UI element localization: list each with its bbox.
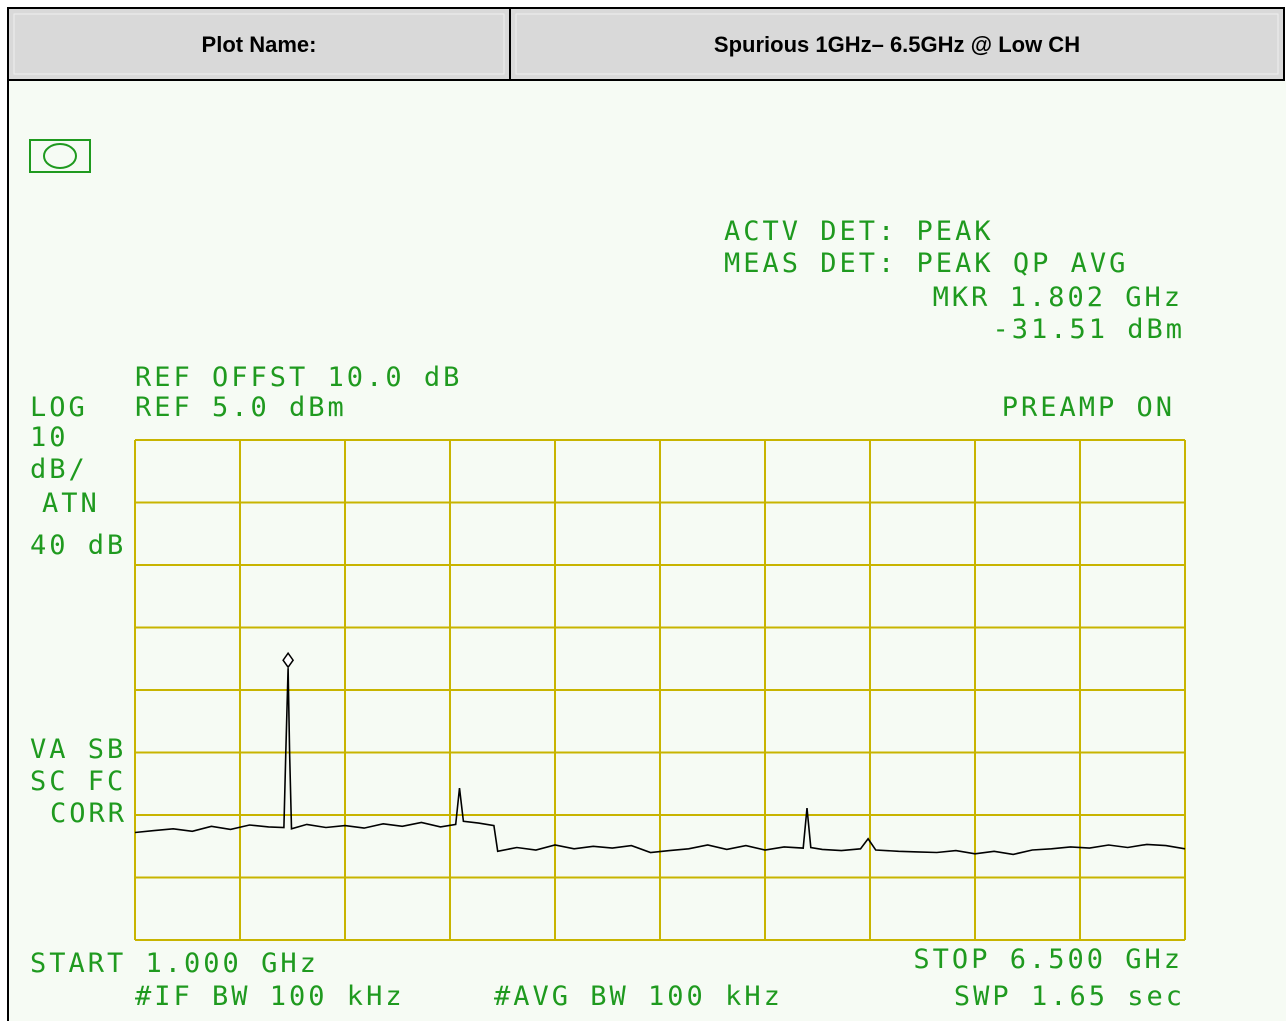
header-label: Plot Name: — [202, 32, 317, 57]
annotation: SC FC — [30, 766, 126, 797]
annotation: MKR 1.802 GHz — [933, 282, 1183, 313]
annotation: START 1.000 GHz — [30, 948, 319, 979]
annotation: 10 — [30, 422, 69, 453]
logo-box — [29, 139, 91, 173]
annotation: CORR — [50, 798, 127, 829]
annotation: 40 dB — [30, 530, 126, 561]
annotation: SWP 1.65 sec — [954, 981, 1185, 1012]
annotation: VA SB — [30, 734, 126, 765]
annotation: LOG — [30, 392, 88, 423]
annotation: REF 5.0 dBm — [135, 392, 347, 423]
annotation: #IF BW 100 kHz — [135, 981, 405, 1012]
plot — [134, 651, 1186, 856]
annotation: REF OFFST 10.0 dB — [135, 362, 462, 393]
trace — [134, 668, 1186, 856]
annotation: -31.51 dBm — [992, 314, 1185, 345]
plot-background — [9, 81, 1286, 1021]
hp-logo — [29, 139, 91, 173]
header-value: Spurious 1GHz– 6.5GHz @ Low CH — [714, 32, 1080, 57]
marker — [282, 651, 295, 669]
annotation: PREAMP ON — [1002, 392, 1175, 423]
header-cell-inner — [13, 13, 505, 75]
annotation: dB/ — [30, 454, 88, 485]
annotation: #AVG BW 100 kHz — [494, 981, 783, 1012]
annotation: MEAS DET: PEAK QP AVG — [724, 248, 1128, 279]
annotation: STOP 6.500 GHz — [913, 944, 1183, 975]
annotation: ACTV DET: PEAK — [724, 216, 994, 247]
header-cell-inner — [515, 13, 1279, 75]
annotation: ATN — [42, 488, 100, 519]
header-row — [7, 7, 1285, 81]
logo-mark — [43, 143, 77, 169]
grid — [134, 439, 1186, 941]
